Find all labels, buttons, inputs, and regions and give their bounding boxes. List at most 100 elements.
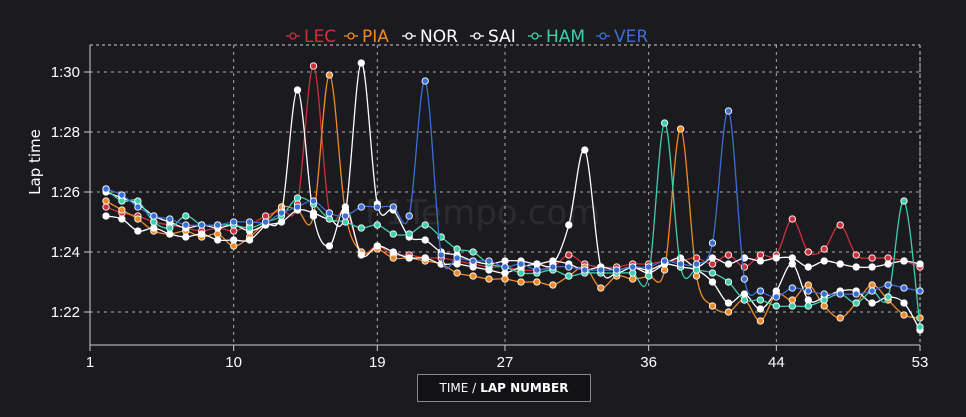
data-point-pia[interactable] xyxy=(724,308,733,316)
data-point-pia[interactable] xyxy=(469,272,477,280)
data-point-ver[interactable] xyxy=(102,185,110,193)
data-point-lec[interactable] xyxy=(788,215,796,223)
data-point-sai[interactable] xyxy=(708,254,717,262)
data-point-ham[interactable] xyxy=(724,278,733,286)
data-point-ver[interactable] xyxy=(868,287,876,295)
data-point-ver[interactable] xyxy=(900,284,908,292)
legend[interactable]: LEC PIA NOR SAI HAM VER xyxy=(286,27,648,47)
data-point-pia[interactable] xyxy=(597,284,605,292)
data-point-pia[interactable] xyxy=(676,125,685,133)
data-point-pia[interactable] xyxy=(102,197,110,205)
data-point-pia[interactable] xyxy=(629,275,637,283)
data-point-nor[interactable] xyxy=(245,236,254,244)
data-point-ham[interactable] xyxy=(708,269,717,277)
data-point-nor[interactable] xyxy=(230,236,238,244)
data-point-lec[interactable] xyxy=(756,251,765,259)
data-point-ver[interactable] xyxy=(357,203,365,211)
data-point-ham[interactable] xyxy=(405,230,413,238)
data-point-ver[interactable] xyxy=(421,77,429,85)
data-point-nor[interactable] xyxy=(581,146,589,154)
data-point-lec[interactable] xyxy=(820,245,828,253)
data-point-ham[interactable] xyxy=(118,197,126,205)
data-point-ver[interactable] xyxy=(501,263,509,271)
data-point-lec[interactable] xyxy=(724,251,733,259)
data-point-ver[interactable] xyxy=(341,212,350,220)
data-point-ver[interactable] xyxy=(309,197,318,205)
data-point-sai[interactable] xyxy=(788,254,796,262)
data-point-ver[interactable] xyxy=(230,218,238,226)
data-point-lec[interactable] xyxy=(868,254,876,262)
data-point-nor[interactable] xyxy=(150,224,158,232)
data-point-nor[interactable] xyxy=(325,242,334,250)
data-point-ver[interactable] xyxy=(293,203,302,211)
data-point-ham[interactable] xyxy=(357,224,365,232)
data-point-pia[interactable] xyxy=(517,278,525,286)
data-point-ham[interactable] xyxy=(692,266,701,274)
data-point-sai[interactable] xyxy=(852,263,860,271)
data-point-ver[interactable] xyxy=(772,293,780,301)
data-point-nor[interactable] xyxy=(708,278,717,286)
data-point-ver[interactable] xyxy=(581,266,589,274)
data-point-nor[interactable] xyxy=(565,221,573,229)
data-point-nor[interactable] xyxy=(868,299,876,307)
data-point-pia[interactable] xyxy=(533,278,541,286)
data-point-ham[interactable] xyxy=(325,215,334,223)
data-point-nor[interactable] xyxy=(453,260,461,268)
data-point-ham[interactable] xyxy=(517,269,525,277)
data-point-sai[interactable] xyxy=(277,218,286,226)
data-point-ham[interactable] xyxy=(469,248,477,256)
data-point-pia[interactable] xyxy=(325,71,334,79)
data-point-ver[interactable] xyxy=(485,257,493,265)
data-point-nor[interactable] xyxy=(772,287,780,295)
data-point-ver[interactable] xyxy=(245,218,254,226)
data-point-sai[interactable] xyxy=(740,254,749,262)
data-point-ver[interactable] xyxy=(118,191,126,199)
data-point-ham[interactable] xyxy=(421,221,429,229)
data-point-nor[interactable] xyxy=(389,248,397,256)
data-point-ham[interactable] xyxy=(453,245,461,253)
data-point-nor[interactable] xyxy=(804,296,812,304)
data-point-ver[interactable] xyxy=(597,266,605,274)
legend-item-sai[interactable]: SAI xyxy=(470,27,516,47)
data-point-ham[interactable] xyxy=(740,296,749,304)
data-point-nor[interactable] xyxy=(740,290,749,298)
data-point-pia[interactable] xyxy=(118,206,126,214)
data-point-ham[interactable] xyxy=(772,302,780,310)
data-point-pia[interactable] xyxy=(485,275,493,283)
data-point-sai[interactable] xyxy=(836,260,844,268)
data-point-nor[interactable] xyxy=(421,254,429,262)
data-point-ham[interactable] xyxy=(166,224,174,232)
data-point-ver[interactable] xyxy=(549,263,557,271)
data-point-pia[interactable] xyxy=(916,314,924,322)
data-point-ver[interactable] xyxy=(565,263,573,271)
data-point-ham[interactable] xyxy=(293,194,302,202)
data-point-nor[interactable] xyxy=(198,230,206,238)
data-point-ver[interactable] xyxy=(261,218,270,226)
data-point-pia[interactable] xyxy=(214,230,222,238)
data-point-ver[interactable] xyxy=(836,290,844,298)
data-point-ver[interactable] xyxy=(884,281,892,289)
data-point-ver[interactable] xyxy=(166,215,174,223)
data-point-ver[interactable] xyxy=(756,287,765,295)
data-point-sai[interactable] xyxy=(900,257,908,265)
data-point-ver[interactable] xyxy=(134,203,142,211)
data-point-sai[interactable] xyxy=(756,257,765,265)
data-point-sai[interactable] xyxy=(868,263,876,271)
data-point-ver[interactable] xyxy=(405,212,413,220)
data-point-pia[interactable] xyxy=(501,275,509,283)
data-point-pia[interactable] xyxy=(389,254,397,262)
data-point-ham[interactable] xyxy=(900,197,908,205)
legend-item-ham[interactable]: HAM xyxy=(528,27,585,47)
data-point-ham[interactable] xyxy=(629,269,637,277)
data-point-ham[interactable] xyxy=(373,221,381,229)
data-point-lec[interactable] xyxy=(309,62,318,70)
data-point-nor[interactable] xyxy=(788,260,796,268)
data-point-ver[interactable] xyxy=(469,257,477,265)
data-point-lec[interactable] xyxy=(261,212,270,220)
data-point-lec[interactable] xyxy=(230,227,238,235)
data-point-ham[interactable] xyxy=(182,212,190,220)
data-point-nor[interactable] xyxy=(485,266,493,274)
data-point-sai[interactable] xyxy=(421,236,429,244)
data-point-pia[interactable] xyxy=(804,281,812,289)
data-point-ver[interactable] xyxy=(453,254,461,262)
